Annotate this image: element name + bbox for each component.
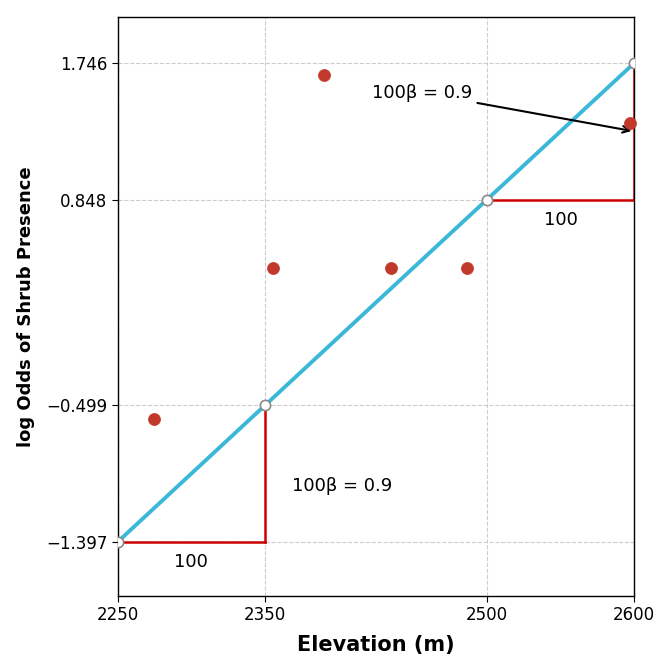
Point	[624, 118, 635, 129]
Point	[319, 69, 330, 80]
Text: 100β = 0.9: 100β = 0.9	[292, 476, 392, 495]
Text: 100: 100	[544, 210, 577, 228]
Y-axis label: log Odds of Shrub Presence: log Odds of Shrub Presence	[17, 166, 35, 447]
Text: 100: 100	[175, 552, 208, 571]
Point	[481, 194, 492, 205]
Point	[462, 263, 473, 274]
Point	[267, 263, 278, 274]
X-axis label: Elevation (m): Elevation (m)	[297, 635, 455, 655]
Point	[112, 537, 123, 548]
Point	[260, 400, 271, 411]
Point	[385, 263, 396, 274]
Point	[629, 58, 640, 69]
Text: 100β = 0.9: 100β = 0.9	[372, 84, 629, 132]
Point	[149, 414, 160, 425]
